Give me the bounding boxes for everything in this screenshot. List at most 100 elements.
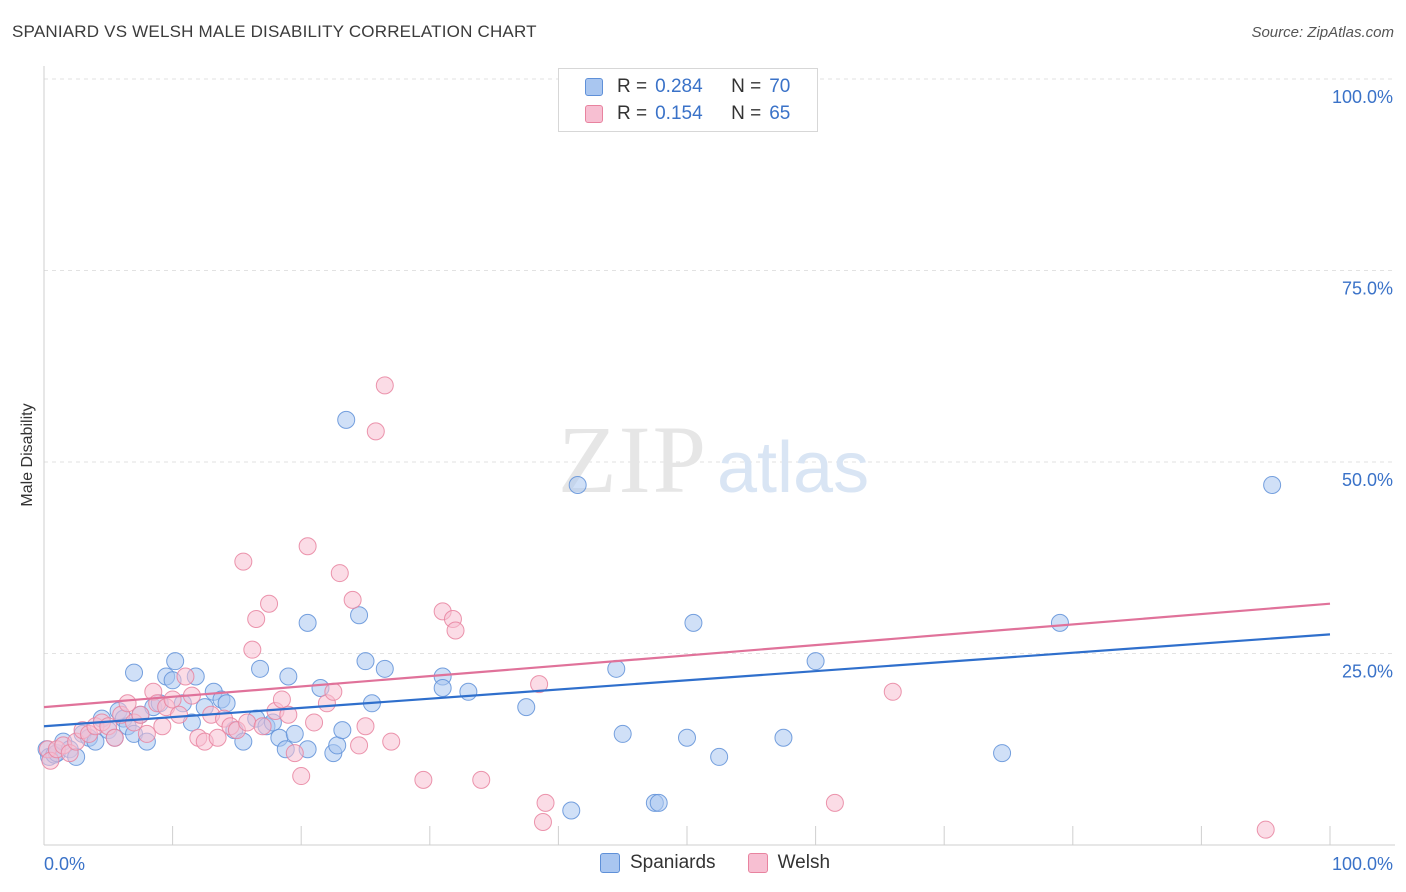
axes xyxy=(43,66,1395,846)
data-point-welsh xyxy=(137,724,156,743)
data-point-spaniards xyxy=(217,694,236,713)
y-tick-label: 100.0% xyxy=(1332,87,1393,107)
data-point-spaniards xyxy=(684,613,703,632)
trend-lines xyxy=(43,602,1331,728)
data-point-spaniards xyxy=(562,801,581,820)
data-point-spaniards xyxy=(649,793,668,812)
watermark-zip: ZIP xyxy=(558,406,708,513)
data-point-welsh xyxy=(356,717,375,736)
series-legend: Spaniards Welsh xyxy=(600,852,862,874)
legend-r-value: 0.284 xyxy=(655,76,703,97)
data-point-welsh xyxy=(472,770,491,789)
data-point-welsh xyxy=(292,767,311,786)
data-point-spaniards xyxy=(328,736,347,755)
data-point-welsh xyxy=(253,717,272,736)
data-point-welsh xyxy=(343,590,362,609)
data-point-welsh xyxy=(153,717,172,736)
legend-n-value: 65 xyxy=(769,103,791,124)
data-point-spaniards xyxy=(350,606,369,625)
data-point-welsh xyxy=(366,422,385,441)
data-point-spaniards xyxy=(279,667,298,686)
data-point-spaniards xyxy=(517,698,536,717)
data-point-welsh xyxy=(1256,820,1275,839)
legend-n-label: N = xyxy=(731,103,762,124)
data-point-welsh xyxy=(530,675,549,694)
data-point-welsh xyxy=(170,705,189,724)
legend-swatch-spaniards xyxy=(585,78,603,96)
trend-line-spaniards xyxy=(43,633,1331,728)
y-axis-label: Male Disability xyxy=(19,403,36,507)
chart-title: SPANIARD VS WELSH MALE DISABILITY CORREL… xyxy=(12,22,537,41)
data-point-spaniards xyxy=(774,728,793,747)
data-point-spaniards xyxy=(568,475,587,494)
data-point-welsh xyxy=(305,713,324,732)
data-point-spaniards xyxy=(285,724,304,743)
data-point-welsh xyxy=(446,621,465,640)
data-point-welsh xyxy=(238,713,257,732)
legend-r-label: R = xyxy=(617,103,648,124)
watermark-atlas: atlas xyxy=(717,428,869,508)
data-point-spaniards xyxy=(166,652,185,671)
data-point-spaniards xyxy=(433,678,452,697)
legend-swatch-welsh xyxy=(747,853,768,873)
data-point-spaniards xyxy=(459,682,478,701)
trend-line-welsh xyxy=(43,602,1331,709)
data-point-spaniards xyxy=(993,744,1012,763)
x-tick-label: 0.0% xyxy=(44,854,85,874)
data-point-welsh xyxy=(260,594,279,613)
legend-r-value: 0.154 xyxy=(655,103,703,124)
data-point-spaniards xyxy=(1050,613,1069,632)
data-point-spaniards xyxy=(607,659,626,678)
legend-item-welsh[interactable]: Welsh xyxy=(747,852,830,874)
data-point-welsh xyxy=(825,793,844,812)
y-tick-label: 75.0% xyxy=(1342,279,1393,299)
data-point-spaniards xyxy=(333,721,352,740)
data-point-spaniards xyxy=(298,613,317,632)
data-point-spaniards xyxy=(1263,475,1282,494)
legend-item-spaniards[interactable]: Spaniards xyxy=(600,852,716,874)
data-point-welsh xyxy=(176,667,195,686)
data-point-welsh xyxy=(163,690,182,709)
y-tick-label: 25.0% xyxy=(1342,662,1393,682)
data-point-welsh xyxy=(375,376,394,395)
data-point-spaniards xyxy=(356,652,375,671)
data-point-welsh xyxy=(234,552,253,571)
legend-label-spaniards: Spaniards xyxy=(630,852,716,873)
legend-swatch-welsh xyxy=(585,105,603,123)
data-point-welsh xyxy=(414,770,433,789)
legend-n-label: N = xyxy=(731,76,762,97)
legend-row-spaniards: R = 0.284 N = 70 xyxy=(585,75,790,99)
data-point-spaniards xyxy=(375,659,394,678)
chart-source: Source: ZipAtlas.com xyxy=(1251,24,1394,41)
legend-row-welsh: R = 0.154 N = 65 xyxy=(585,102,790,126)
data-points xyxy=(37,70,1282,839)
data-point-spaniards xyxy=(125,663,144,682)
watermark: ZIP atlas xyxy=(558,406,869,513)
tick-labels: 100.0% 75.0% 50.0% 25.0% 0.0% 100.0% xyxy=(44,87,1393,874)
data-point-welsh xyxy=(247,610,266,629)
data-point-welsh xyxy=(279,705,298,724)
data-point-spaniards xyxy=(337,410,356,429)
legend-n-value: 70 xyxy=(769,76,791,97)
data-point-welsh xyxy=(105,728,124,747)
data-point-spaniards xyxy=(710,747,729,766)
data-point-welsh xyxy=(324,682,343,701)
y-tick-label: 50.0% xyxy=(1342,470,1393,490)
data-point-welsh xyxy=(382,732,401,751)
data-point-welsh xyxy=(208,728,227,747)
legend-swatch-spaniards xyxy=(600,853,620,873)
data-point-spaniards xyxy=(678,728,696,747)
data-point-welsh xyxy=(883,682,902,701)
correlation-legend: R = 0.284 N = 70 R = 0.154 N = 65 xyxy=(558,68,818,132)
data-point-spaniards xyxy=(806,652,825,671)
legend-r-label: R = xyxy=(617,76,648,97)
data-point-welsh xyxy=(533,813,552,832)
data-point-welsh xyxy=(298,537,317,556)
data-point-spaniards xyxy=(613,724,632,743)
x-tick-label: 100.0% xyxy=(1332,854,1393,874)
data-point-welsh xyxy=(350,736,369,755)
data-point-spaniards xyxy=(251,659,270,678)
data-point-welsh xyxy=(330,564,349,583)
data-point-welsh xyxy=(536,793,555,812)
